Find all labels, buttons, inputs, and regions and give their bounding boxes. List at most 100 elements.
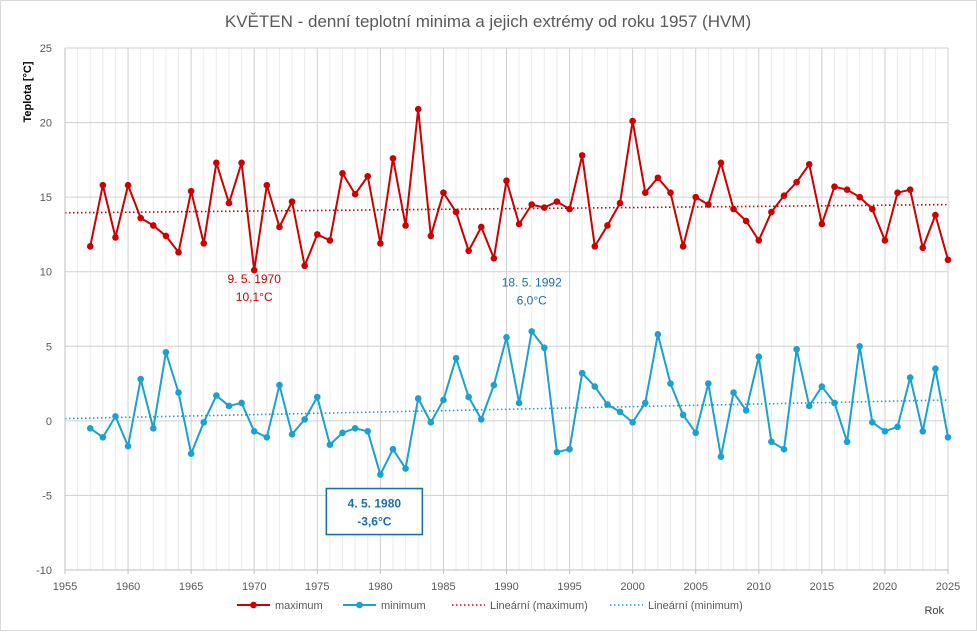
point-minimum xyxy=(503,334,510,341)
annotation-date: 9. 5. 1970 xyxy=(228,272,282,286)
point-minimum xyxy=(112,413,119,420)
point-maximum xyxy=(680,243,687,250)
point-minimum xyxy=(932,365,939,372)
x-axis-label: Rok xyxy=(924,605,944,617)
point-minimum xyxy=(692,429,699,436)
point-maximum xyxy=(465,248,472,255)
point-minimum xyxy=(301,416,308,423)
point-maximum xyxy=(819,221,826,228)
point-maximum xyxy=(718,160,725,167)
point-minimum xyxy=(440,397,447,404)
point-minimum xyxy=(213,392,220,399)
point-maximum xyxy=(894,189,901,196)
y-tick-label: 20 xyxy=(40,118,52,130)
point-minimum xyxy=(352,425,359,432)
point-maximum xyxy=(604,222,611,229)
point-maximum xyxy=(137,215,144,222)
x-tick-label: 2000 xyxy=(620,581,644,593)
point-maximum xyxy=(541,204,548,211)
point-maximum xyxy=(705,201,712,208)
point-minimum xyxy=(869,419,876,426)
point-minimum xyxy=(907,374,914,381)
point-maximum xyxy=(339,170,346,177)
annotation-min-record: 4. 5. 1980-3,6°C xyxy=(326,489,422,535)
point-maximum xyxy=(932,212,939,219)
x-tick-label: 2020 xyxy=(873,581,897,593)
point-maximum xyxy=(200,240,207,247)
legend-label: maximum xyxy=(275,600,323,612)
y-tick-label: 10 xyxy=(40,267,52,279)
point-minimum xyxy=(566,446,573,453)
y-axis-label: Teplota [°C] xyxy=(22,61,34,122)
x-tick-label: 1970 xyxy=(242,581,266,593)
point-maximum xyxy=(327,237,334,244)
point-minimum xyxy=(844,438,851,445)
point-minimum xyxy=(402,465,409,472)
annotation-date: 18. 5. 1992 xyxy=(502,275,562,289)
point-maximum xyxy=(175,249,182,256)
point-minimum xyxy=(680,412,687,419)
point-minimum xyxy=(415,395,422,402)
point-minimum xyxy=(465,394,472,401)
point-minimum xyxy=(730,389,737,396)
point-maximum xyxy=(364,173,371,180)
annotation-value: -3,6°C xyxy=(357,515,391,529)
point-minimum xyxy=(579,370,586,377)
x-tick-label: 1960 xyxy=(116,581,140,593)
point-minimum xyxy=(478,416,485,423)
point-maximum xyxy=(453,209,460,216)
point-minimum xyxy=(592,383,599,390)
point-minimum xyxy=(528,328,535,335)
point-maximum xyxy=(844,186,851,193)
point-maximum xyxy=(377,240,384,247)
x-tick-label: 2010 xyxy=(747,581,771,593)
point-maximum xyxy=(655,174,662,181)
point-maximum xyxy=(945,256,952,263)
point-minimum xyxy=(554,449,561,456)
point-maximum xyxy=(869,206,876,213)
point-minimum xyxy=(617,409,624,416)
point-maximum xyxy=(617,200,624,207)
x-tick-label: 1980 xyxy=(368,581,392,593)
point-maximum xyxy=(112,234,119,241)
point-maximum xyxy=(907,186,914,193)
point-minimum xyxy=(377,471,384,478)
point-maximum xyxy=(276,224,283,231)
point-maximum xyxy=(150,222,157,229)
point-minimum xyxy=(125,443,132,450)
point-maximum xyxy=(793,179,800,186)
point-minimum xyxy=(226,403,233,410)
point-maximum xyxy=(566,206,573,213)
legend-swatch-marker xyxy=(250,602,257,609)
point-minimum xyxy=(768,438,775,445)
point-minimum xyxy=(200,419,207,426)
point-minimum xyxy=(428,419,435,426)
point-minimum xyxy=(390,446,397,453)
legend-label: Lineární (maximum) xyxy=(490,600,588,612)
point-maximum xyxy=(743,218,750,225)
y-tick-label: 25 xyxy=(40,43,52,55)
annotation-value: 6,0°C xyxy=(517,293,547,307)
point-minimum xyxy=(238,400,245,407)
point-minimum xyxy=(137,376,144,383)
point-maximum xyxy=(301,262,308,269)
point-minimum xyxy=(856,343,863,350)
point-maximum xyxy=(226,200,233,207)
point-maximum xyxy=(781,192,788,199)
legend-swatch-marker xyxy=(356,602,363,609)
x-tick-label: 1985 xyxy=(431,581,455,593)
point-maximum xyxy=(730,206,737,213)
point-maximum xyxy=(503,177,510,184)
point-minimum xyxy=(894,424,901,431)
point-maximum xyxy=(629,118,636,125)
point-minimum xyxy=(251,428,258,435)
y-tick-label: 0 xyxy=(46,416,52,428)
point-minimum xyxy=(945,434,952,441)
y-tick-label: 15 xyxy=(40,192,52,204)
point-maximum xyxy=(882,237,889,244)
point-maximum xyxy=(592,243,599,250)
y-tick-label: 5 xyxy=(46,341,52,353)
point-maximum xyxy=(528,201,535,208)
point-minimum xyxy=(516,400,523,407)
annotation-value: 10,1°C xyxy=(236,290,273,304)
